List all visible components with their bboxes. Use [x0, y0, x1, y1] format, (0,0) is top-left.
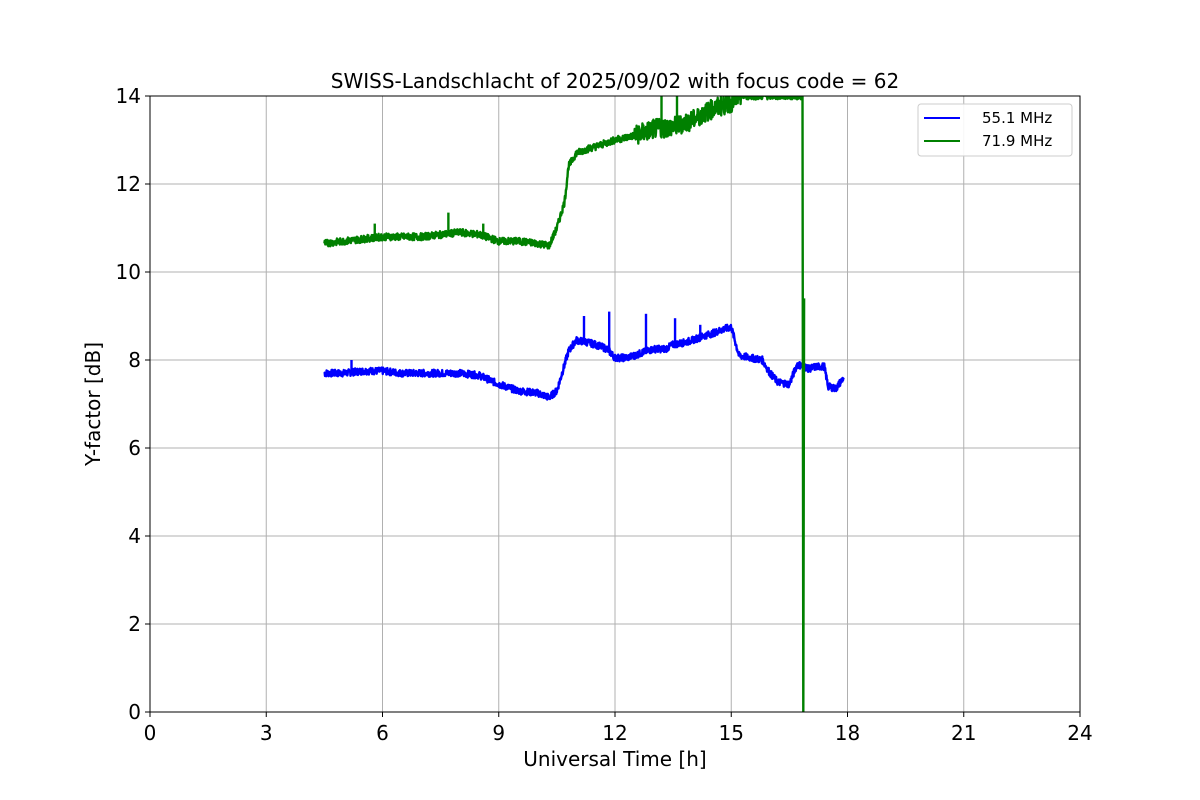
y-tick-label: 6: [128, 436, 141, 460]
y-tick-label: 0: [128, 700, 141, 724]
chart-title: SWISS-Landschlacht of 2025/09/02 with fo…: [331, 69, 899, 93]
x-tick-label: 24: [1067, 721, 1092, 745]
y-axis-label: Y-factor [dB]: [81, 342, 105, 467]
series-line-0: [323, 323, 845, 401]
y-tick-label: 14: [116, 84, 141, 108]
x-tick-label: 6: [376, 721, 389, 745]
y-tick-label: 4: [128, 524, 141, 548]
x-tick-label: 12: [602, 721, 627, 745]
x-tick-label: 21: [951, 721, 976, 745]
x-tick-label: 9: [492, 721, 505, 745]
plot-series: [323, 96, 845, 712]
x-tick-label: 18: [835, 721, 860, 745]
legend-label: 71.9 MHz: [982, 132, 1052, 150]
y-tick-label: 8: [128, 348, 141, 372]
series-group: [323, 96, 845, 712]
x-tick-label: 15: [719, 721, 744, 745]
y-tick-label: 12: [116, 172, 141, 196]
x-tick-label: 3: [260, 721, 273, 745]
series-line-1: [323, 96, 806, 712]
legend: 55.1 MHz 71.9 MHz: [917, 103, 1073, 157]
x-tick-label: 0: [144, 721, 157, 745]
y-tick-label: 2: [128, 612, 141, 636]
legend-label: 55.1 MHz: [982, 109, 1052, 127]
x-axis-label: Universal Time [h]: [523, 747, 706, 771]
y-tick-label: 10: [116, 260, 141, 284]
